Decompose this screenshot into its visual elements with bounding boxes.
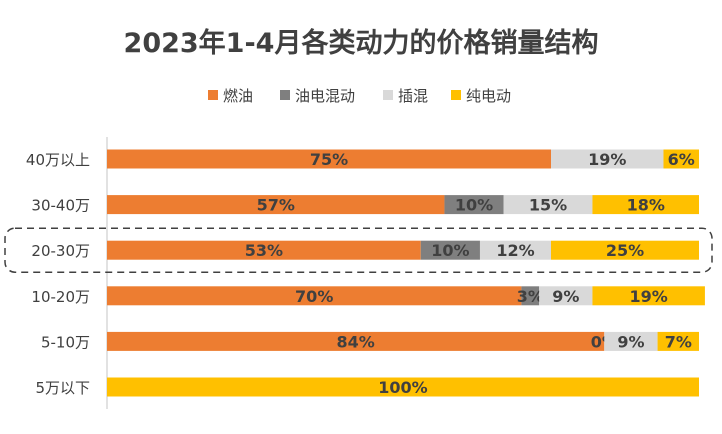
legend-swatch-2 [383,90,393,100]
category-label-2: 20-30万 [31,242,90,260]
data-label-0-2: 19% [588,150,626,169]
category-label-4: 5-10万 [41,333,90,351]
chart-title: 2023年1-4月各类动力的价格销量结构 [124,27,599,59]
bar-0-2 [551,149,664,169]
legend-label-0: 燃油 [223,87,253,105]
bar-1-1 [444,195,504,215]
bar-3-3 [592,286,705,306]
bar-5-3 [107,377,699,397]
data-label-0-3: 6% [668,150,695,169]
bar-1-3 [592,195,699,215]
legend-label-2: 插混 [398,87,428,105]
data-label-2-2: 12% [496,241,534,260]
data-label-1-3: 18% [627,196,665,215]
bar-1-2 [503,195,593,215]
bar-3-0 [107,286,522,306]
data-label-3-0: 70% [295,287,333,306]
bar-2-1 [420,240,480,260]
bar-2-0 [107,240,421,260]
data-label-4-3: 7% [665,332,692,351]
data-label-3-1: 3% [517,287,544,306]
bar-4-2 [604,331,658,351]
data-label-1-2: 15% [529,196,567,215]
legend: 燃油 油电混动 插混 纯电动 [208,87,511,105]
legend-swatch-1 [280,90,290,100]
data-label-1-0: 57% [257,196,295,215]
data-label-4-0: 84% [336,332,374,351]
highlight-box [4,227,713,273]
bar-3-2 [539,286,593,306]
data-label-3-3: 19% [630,287,668,306]
bar-0-0 [107,149,551,169]
data-label-0-0: 75% [310,150,348,169]
category-label-0: 40万以上 [26,151,90,169]
category-label-5: 5万以下 [35,379,90,397]
legend-label-1: 油电混动 [295,87,355,105]
data-label-2-1: 10% [431,241,469,260]
bar-3-1 [521,286,540,306]
bar-4-0 [107,331,605,351]
bar-1-0 [107,195,445,215]
bar-0-3 [663,149,699,169]
category-labels: 40万以上 30-40万 20-30万 10-20万 5-10万 5万以下 [26,151,90,397]
bar-2-3 [551,240,699,260]
data-label-2-0: 53% [245,241,283,260]
category-label-3: 10-20万 [31,288,90,306]
legend-swatch-3 [451,90,461,100]
legend-swatch-0 [208,90,218,100]
data-label-1-1: 10% [455,196,493,215]
data-label-4-2: 9% [617,332,644,351]
legend-label-3: 纯电动 [466,87,511,105]
data-label-5-3: 100% [378,378,427,397]
bar-2-2 [479,240,551,260]
data-label-3-2: 9% [552,287,579,306]
data-label-2-3: 25% [606,241,644,260]
bars: 75% 19% 6% 57% 10% 15% 18% 53% 10% 12% 25% 70% 3% 9% 1… [107,149,705,397]
bar-4-3 [657,331,699,351]
category-label-1: 30-40万 [31,197,90,215]
